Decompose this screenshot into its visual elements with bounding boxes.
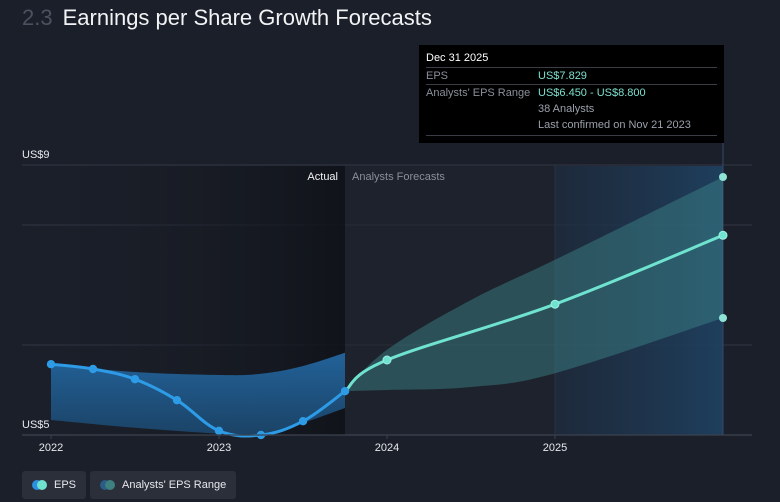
tooltip: Dec 31 2025 EPS US$7.829 Analysts' EPS R… bbox=[419, 45, 724, 143]
eps-actual-point[interactable] bbox=[214, 426, 224, 435]
eps-range-endpoint[interactable] bbox=[719, 314, 727, 322]
eps-actual-point[interactable] bbox=[46, 360, 56, 369]
chart-title: 2.3 Earnings per Share Growth Forecasts bbox=[22, 5, 432, 31]
legend-toggle-eps-range[interactable]: Analysts' EPS Range bbox=[90, 471, 237, 499]
tooltip-last-confirmed: Last confirmed on Nov 21 2023 bbox=[538, 119, 691, 131]
eps-forecast-point[interactable] bbox=[382, 355, 392, 365]
forecast-region-label: Analysts Forecasts bbox=[352, 171, 445, 183]
eps-forecast-point[interactable] bbox=[718, 230, 728, 240]
x-tick-label: 2022 bbox=[39, 442, 63, 454]
actual-region-label: Actual bbox=[307, 171, 338, 183]
eps-line-forecast bbox=[343, 233, 724, 393]
eps-actual-point[interactable] bbox=[88, 364, 98, 374]
eps-actual-point[interactable] bbox=[340, 387, 350, 396]
legend-toggle-eps[interactable]: EPS bbox=[22, 471, 87, 499]
tooltip-eps-label: EPS bbox=[426, 70, 449, 82]
section-number: 2.3 bbox=[22, 5, 53, 30]
x-tick-label: 2024 bbox=[375, 442, 399, 454]
eps-actual-point[interactable] bbox=[130, 375, 140, 384]
legend: EPS Analysts' EPS Range bbox=[22, 471, 237, 499]
tooltip-row-range: Analysts' EPS Range US$6.450 - US$8.800 … bbox=[426, 85, 717, 136]
tooltip-range-label: Analysts' EPS Range bbox=[426, 87, 531, 99]
eps-range-band-actual bbox=[51, 352, 345, 437]
tooltip-row-eps: EPS US$7.829 bbox=[426, 68, 717, 85]
eps-range-endpoint[interactable] bbox=[719, 173, 727, 181]
eps-actual-point[interactable] bbox=[298, 417, 308, 426]
tooltip-date: Dec 31 2025 bbox=[426, 45, 717, 68]
y-tick-label: US$5 bbox=[22, 419, 50, 431]
tooltip-analyst-count: 38 Analysts bbox=[538, 103, 595, 115]
eps-range-band-forecast bbox=[345, 177, 723, 392]
eps-actual-point[interactable] bbox=[172, 396, 182, 405]
x-tick-label: 2025 bbox=[543, 442, 567, 454]
legend-label-eps-range: Analysts' EPS Range bbox=[122, 479, 227, 491]
x-tick-label: 2023 bbox=[207, 442, 231, 454]
y-tick-label: US$9 bbox=[22, 149, 50, 161]
tooltip-eps-value: US$7.829 bbox=[538, 70, 587, 82]
legend-label-eps: EPS bbox=[54, 479, 77, 491]
tooltip-highlight-band bbox=[555, 166, 723, 435]
eps-legend-icon bbox=[32, 480, 47, 490]
eps-forecast-point[interactable] bbox=[550, 299, 560, 309]
tooltip-range-value: US$6.450 - US$8.800 bbox=[538, 87, 646, 99]
title-text: Earnings per Share Growth Forecasts bbox=[62, 5, 432, 30]
eps-range-legend-icon bbox=[100, 480, 116, 490]
